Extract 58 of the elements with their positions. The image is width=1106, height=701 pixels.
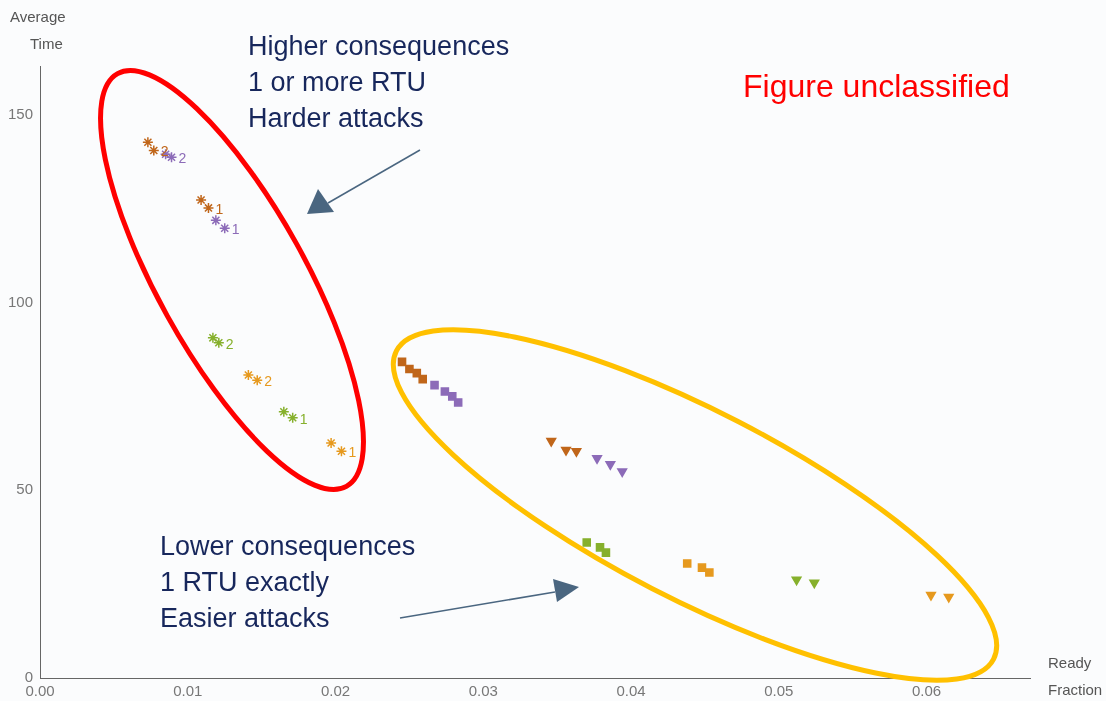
point bbox=[213, 336, 225, 349]
point bbox=[697, 563, 707, 572]
point bbox=[325, 437, 337, 449]
point bbox=[617, 468, 628, 478]
point bbox=[142, 136, 154, 148]
point bbox=[591, 455, 603, 465]
point bbox=[943, 593, 954, 603]
point bbox=[148, 144, 160, 157]
point bbox=[278, 406, 290, 418]
annotation: 1 bbox=[348, 444, 357, 461]
y-tick-label: 150 bbox=[8, 104, 34, 122]
point bbox=[207, 332, 219, 344]
annotation: 2 bbox=[178, 150, 187, 167]
point bbox=[430, 380, 439, 390]
point bbox=[440, 387, 450, 396]
point bbox=[195, 194, 207, 206]
point bbox=[405, 364, 414, 374]
point bbox=[202, 202, 215, 214]
point bbox=[210, 214, 222, 227]
x-tick-label: 0.05 bbox=[764, 682, 794, 700]
point bbox=[286, 412, 299, 424]
annotation: 2 bbox=[225, 335, 234, 352]
x-tick-label: 0.01 bbox=[173, 682, 203, 700]
point bbox=[571, 447, 582, 457]
annotation: Lower consequences 1 RTU exactly Easier attacks bbox=[160, 530, 416, 635]
point bbox=[251, 374, 263, 387]
x-axis-title: Ready Fraction bbox=[1048, 654, 1103, 699]
point bbox=[560, 446, 572, 456]
annotation: 1 bbox=[299, 410, 308, 427]
y-axis-title: Average Time bbox=[10, 8, 66, 53]
y-tick-label: 100 bbox=[8, 292, 34, 310]
point bbox=[453, 398, 463, 407]
point bbox=[447, 392, 457, 401]
point bbox=[546, 437, 557, 447]
annotation: 1 bbox=[231, 221, 240, 238]
point bbox=[809, 579, 820, 589]
annotation: 2 bbox=[264, 373, 273, 390]
point bbox=[705, 568, 714, 577]
point bbox=[925, 591, 937, 601]
y-tick-label: 50 bbox=[16, 480, 34, 498]
point bbox=[242, 369, 255, 381]
annotation: Figure unclassified bbox=[743, 68, 1010, 104]
point bbox=[582, 538, 592, 547]
point bbox=[605, 461, 616, 471]
annotation: Higher consequences 1 or more RTU Harder attacks bbox=[248, 30, 510, 135]
point bbox=[601, 548, 611, 557]
point bbox=[418, 374, 427, 384]
annotation: 2 bbox=[160, 143, 169, 160]
point bbox=[335, 445, 348, 457]
x-tick-label: 0.04 bbox=[616, 682, 646, 700]
x-tick-label: 0.03 bbox=[468, 682, 498, 700]
point bbox=[682, 559, 692, 568]
point bbox=[595, 543, 605, 552]
x-tick-label: 0.02 bbox=[320, 682, 351, 700]
annotation: 1 bbox=[215, 200, 224, 217]
point bbox=[218, 222, 231, 234]
point bbox=[791, 576, 802, 586]
x-tick-label: 0.06 bbox=[911, 682, 942, 700]
